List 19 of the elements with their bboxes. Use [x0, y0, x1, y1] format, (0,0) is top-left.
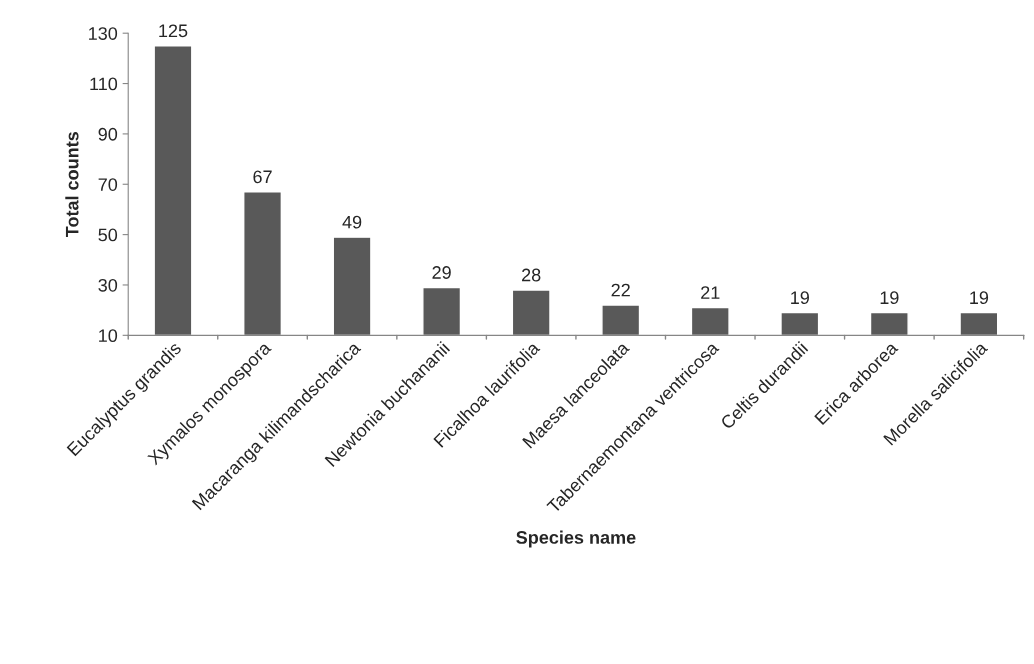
data-label: 19 [970, 291, 989, 305]
data-label: 28 [522, 268, 541, 282]
x-axis-title: Species name [516, 530, 636, 548]
y-tick-label: 90 [98, 127, 118, 141]
data-label: 19 [880, 291, 899, 305]
y-axis-title: Total counts [65, 132, 79, 238]
data-label: 49 [342, 215, 362, 229]
data-label: 19 [791, 291, 809, 305]
data-label: 125 [159, 24, 188, 38]
y-tick-label: 110 [90, 77, 118, 91]
y-tick-label: 130 [89, 27, 118, 40]
data-label: 29 [432, 266, 451, 279]
y-tick-label: 70 [98, 178, 118, 191]
y-tick-label: 50 [98, 228, 118, 242]
y-tick-label: 30 [98, 278, 118, 292]
data-label: 21 [701, 286, 720, 299]
y-tick-label: 10 [99, 329, 118, 343]
data-label: 22 [611, 283, 630, 297]
data-label: 67 [253, 170, 272, 184]
